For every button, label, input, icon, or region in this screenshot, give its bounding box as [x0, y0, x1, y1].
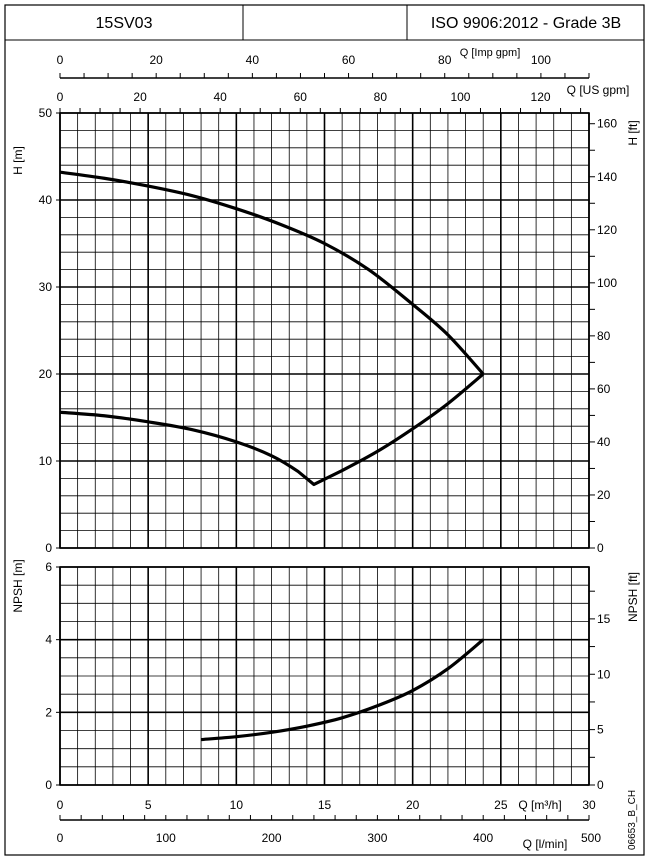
series-h-min — [59, 372, 485, 487]
h-ytick-label: 50 — [39, 106, 53, 120]
npsh-ytick-label: 2 — [45, 705, 52, 719]
h-ytick-right-label: 160 — [597, 117, 617, 131]
h-ytick-right-label: 20 — [597, 488, 611, 502]
usgpm-tick-label: 40 — [214, 90, 228, 104]
npsh-ytick-right-label: 10 — [597, 667, 611, 681]
h-ytick-right-label: 40 — [597, 435, 611, 449]
x-tick-label: 15 — [318, 798, 332, 812]
h-plot-frame — [59, 112, 590, 549]
h-ytick-label: 0 — [45, 541, 52, 555]
series-npsh — [200, 638, 485, 742]
h-ytick-right-label: 60 — [597, 382, 611, 396]
h-ylabel: H [m] — [11, 146, 25, 175]
lmin-tick-label: 0 — [57, 831, 64, 845]
npsh-ytick-right-label: 15 — [597, 612, 611, 626]
x-tick-label: 25 — [494, 798, 508, 812]
npsh-ytick-label: 6 — [45, 560, 52, 574]
model-title: 15SV03 — [96, 15, 153, 32]
h-ytick-label: 30 — [39, 280, 53, 294]
lmin-tick-label: 200 — [262, 831, 282, 845]
usgpm-axis-label: Q [US gpm] — [567, 83, 630, 97]
page-frame — [4, 4, 645, 856]
h-ytick-right-label: 80 — [597, 329, 611, 343]
h-ytick-right-label: 120 — [597, 223, 617, 237]
imp-tick-label: 40 — [246, 53, 260, 67]
h-ytick-label: 20 — [39, 367, 53, 381]
lmin-tick-label: 500 — [581, 831, 601, 845]
h-ytick-right-label: 0 — [597, 541, 604, 555]
drawing-code: 06653_B_CH — [627, 790, 638, 850]
npsh-ylabel-right: NPSH [ft] — [626, 572, 640, 622]
usgpm-tick-label: 100 — [450, 90, 470, 104]
h-ytick-right-label: 140 — [597, 170, 617, 184]
usgpm-tick-label: 120 — [531, 90, 551, 104]
usgpm-tick-label: 60 — [294, 90, 308, 104]
imp-tick-label: 80 — [438, 53, 452, 67]
x-tick-label: 0 — [57, 798, 64, 812]
h-ytick-label: 40 — [39, 193, 53, 207]
imp-axis-label: Q [Imp gpm] — [460, 47, 521, 59]
usgpm-tick-label: 0 — [57, 90, 64, 104]
x-tick-label: 30 — [582, 798, 596, 812]
x-tick-label: 10 — [230, 798, 244, 812]
lmin-tick-label: 400 — [473, 831, 493, 845]
npsh-ytick-label: 4 — [45, 633, 52, 647]
series-h-max — [59, 170, 485, 376]
x-tick-label: 20 — [406, 798, 420, 812]
h-ylabel-right: H [ft] — [626, 120, 640, 145]
standard-title: ISO 9906:2012 - Grade 3B — [431, 15, 621, 32]
usgpm-tick-label: 20 — [133, 90, 147, 104]
imp-tick-label: 60 — [342, 53, 356, 67]
imp-tick-label: 0 — [57, 53, 64, 67]
npsh-ytick-right-label: 5 — [597, 723, 604, 737]
x-tick-label: 5 — [145, 798, 152, 812]
usgpm-tick-label: 80 — [374, 90, 388, 104]
npsh-ylabel: NPSH [m] — [11, 559, 25, 612]
h-ytick-label: 10 — [39, 454, 53, 468]
npsh-plot-frame — [59, 566, 590, 786]
h-ytick-right-label: 100 — [597, 276, 617, 290]
lmin-axis-label: Q [l/min] — [523, 837, 568, 851]
imp-tick-label: 20 — [150, 53, 164, 67]
npsh-ytick-right-label: 0 — [597, 778, 604, 792]
lmin-tick-label: 300 — [367, 831, 387, 845]
x-axis-label: Q [m³/h] — [518, 798, 561, 812]
imp-tick-label: 100 — [531, 53, 551, 67]
lmin-tick-label: 100 — [156, 831, 176, 845]
npsh-ytick-label: 0 — [45, 778, 52, 792]
